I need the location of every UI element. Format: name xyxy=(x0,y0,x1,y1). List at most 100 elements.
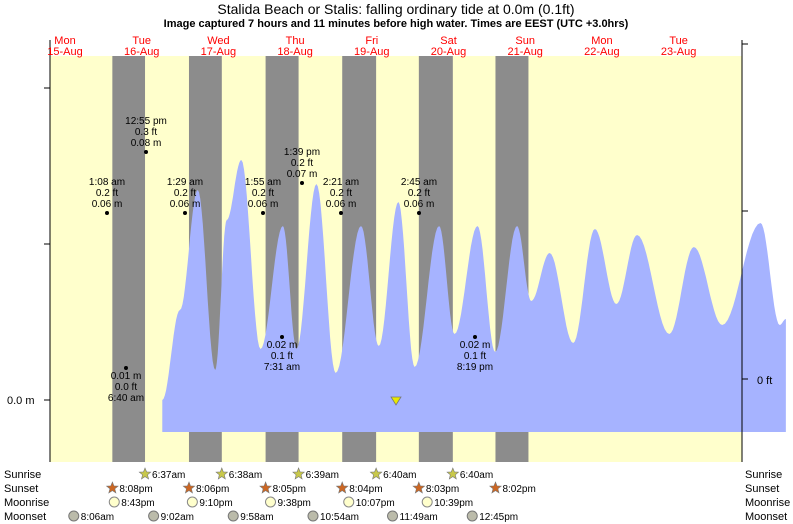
day-name: Sun xyxy=(515,35,535,47)
sunrise-icon xyxy=(446,467,460,480)
night-band xyxy=(112,56,146,462)
sunrise-icon xyxy=(292,467,306,480)
tide-area xyxy=(162,160,786,432)
day-date: 16-Aug xyxy=(124,46,159,58)
tide-extreme-label: 1:29 am xyxy=(167,177,203,188)
tide-extreme-label: 0.06 m xyxy=(92,199,123,210)
tide-extreme-label: 0.0 ft xyxy=(115,382,137,393)
tide-extreme-label: 0.01 m xyxy=(111,371,142,382)
moonrise-label-right: Moonrise xyxy=(745,497,790,509)
day-date: 19-Aug xyxy=(354,46,389,58)
plot-frame xyxy=(44,40,748,462)
tide-extreme-label: 0.1 ft xyxy=(464,351,486,362)
tide-extreme-label: 1:55 am xyxy=(245,177,281,188)
moonrise-icon xyxy=(343,496,355,508)
sunset-time: 8:06pm xyxy=(196,484,229,495)
day-date: 23-Aug xyxy=(661,46,696,58)
tide-extreme-marker xyxy=(124,366,128,370)
sunset-time: 8:05pm xyxy=(273,484,306,495)
sunset-time: 8:04pm xyxy=(349,484,382,495)
tide-extreme-marker xyxy=(300,181,304,185)
tide-extreme-label: 0.2 ft xyxy=(291,158,313,169)
moonrise-icon xyxy=(186,496,198,508)
now-marker-icon xyxy=(390,396,402,406)
day-name: Tue xyxy=(132,35,151,47)
tide-extreme-label: 1:08 am xyxy=(89,177,125,188)
sunrise-time: 6:37am xyxy=(152,470,185,481)
tide-extreme-marker xyxy=(183,211,187,215)
moonset-time: 12:45pm xyxy=(479,512,518,523)
sunrise-time: 6:40am xyxy=(383,470,416,481)
moonrise-icon xyxy=(265,496,277,508)
chart-subtitle: Image captured 7 hours and 11 minutes be… xyxy=(164,18,629,30)
moonset-icon xyxy=(227,510,239,522)
moonrise-time: 8:43pm xyxy=(121,498,154,509)
sunrise-time: 6:39am xyxy=(306,470,339,481)
tide-extreme-marker xyxy=(261,211,265,215)
sunset-label-left: Sunset xyxy=(4,483,38,495)
tide-extreme-marker xyxy=(105,211,109,215)
moonset-time: 8:06am xyxy=(81,512,114,523)
moonset-time: 9:58am xyxy=(240,512,273,523)
tide-extreme-label: 0.2 ft xyxy=(174,188,196,199)
day-name: Mon xyxy=(591,35,612,47)
day-labels: Mon15-AugTue16-AugWed17-AugThu18-AugFri1… xyxy=(47,35,696,58)
day-date: 18-Aug xyxy=(277,46,312,58)
day-name: Tue xyxy=(669,35,688,47)
moonset-label-right: Moonset xyxy=(745,511,787,523)
tide-extreme-marker xyxy=(417,211,421,215)
sunrise-time: 6:40am xyxy=(460,470,493,481)
y-right-label: 0 ft xyxy=(757,375,772,387)
moonrise-icon xyxy=(421,496,433,508)
day-name: Fri xyxy=(365,35,378,47)
day-date: 17-Aug xyxy=(201,46,236,58)
sunrise-time: 6:38am xyxy=(229,470,262,481)
tide-extreme-label: 0.06 m xyxy=(404,199,435,210)
tide-extreme-label: 2:21 am xyxy=(323,177,359,188)
tide-curve xyxy=(162,160,786,432)
tide-extreme-label: 0.06 m xyxy=(326,199,357,210)
tide-extreme-marker xyxy=(144,150,148,154)
sunset-label-right: Sunset xyxy=(745,483,779,495)
moonset-time: 11:49am xyxy=(400,512,438,523)
moonset-time: 9:02am xyxy=(161,512,194,523)
sunrise-label-left: Sunrise xyxy=(4,469,41,481)
sunset-icon xyxy=(182,481,196,494)
moonset-label-left: Moonset xyxy=(4,511,46,523)
sunrise-icon xyxy=(369,467,383,480)
tide-extreme-label: 7:31 am xyxy=(264,362,300,373)
moonrise-icon xyxy=(108,496,120,508)
moonset-icon xyxy=(387,510,399,522)
tide-extreme-marker xyxy=(473,335,477,339)
tide-extreme-label: 2:45 am xyxy=(401,177,437,188)
tide-extreme-label: 0.3 ft xyxy=(135,127,157,138)
tide-extreme-label: 0.06 m xyxy=(248,199,279,210)
day-date: 15-Aug xyxy=(47,46,82,58)
tide-extreme-label: 0.07 m xyxy=(287,169,318,180)
day-date: 20-Aug xyxy=(431,46,466,58)
day-name: Wed xyxy=(207,35,229,47)
tide-extreme-marker xyxy=(280,335,284,339)
moonrise-label-left: Moonrise xyxy=(4,497,49,509)
moonrise-time: 10:39pm xyxy=(434,498,473,509)
tide-annotations: 12:55 pm0.3 ft0.08 m1:08 am0.2 ft0.06 m1… xyxy=(89,116,493,406)
sunset-time: 8:03pm xyxy=(426,484,459,495)
tide-extreme-label: 8:19 pm xyxy=(457,362,493,373)
tide-extreme-label: 0.2 ft xyxy=(96,188,118,199)
sunset-icon xyxy=(489,481,502,494)
sunset-icon xyxy=(412,481,426,494)
day-name: Sat xyxy=(440,35,457,47)
moonrise-time: 10:07pm xyxy=(356,498,395,509)
tide-extreme-label: 0.02 m xyxy=(267,340,298,351)
day-name: Mon xyxy=(54,35,75,47)
day-date: 22-Aug xyxy=(584,46,619,58)
tide-extreme-label: 0.06 m xyxy=(170,199,201,210)
tide-extreme-label: 1:39 pm xyxy=(284,147,320,158)
tide-extreme-label: 0.2 ft xyxy=(408,188,430,199)
tide-extreme-label: 0.2 ft xyxy=(252,188,274,199)
tide-extreme-label: 0.1 ft xyxy=(271,351,293,362)
axes: 0.0 m 0 ft xyxy=(7,375,772,407)
moonset-time: 10:54am xyxy=(320,512,359,523)
y-left-label: 0.0 m xyxy=(7,395,35,407)
tide-extreme-label: 12:55 pm xyxy=(125,116,167,127)
